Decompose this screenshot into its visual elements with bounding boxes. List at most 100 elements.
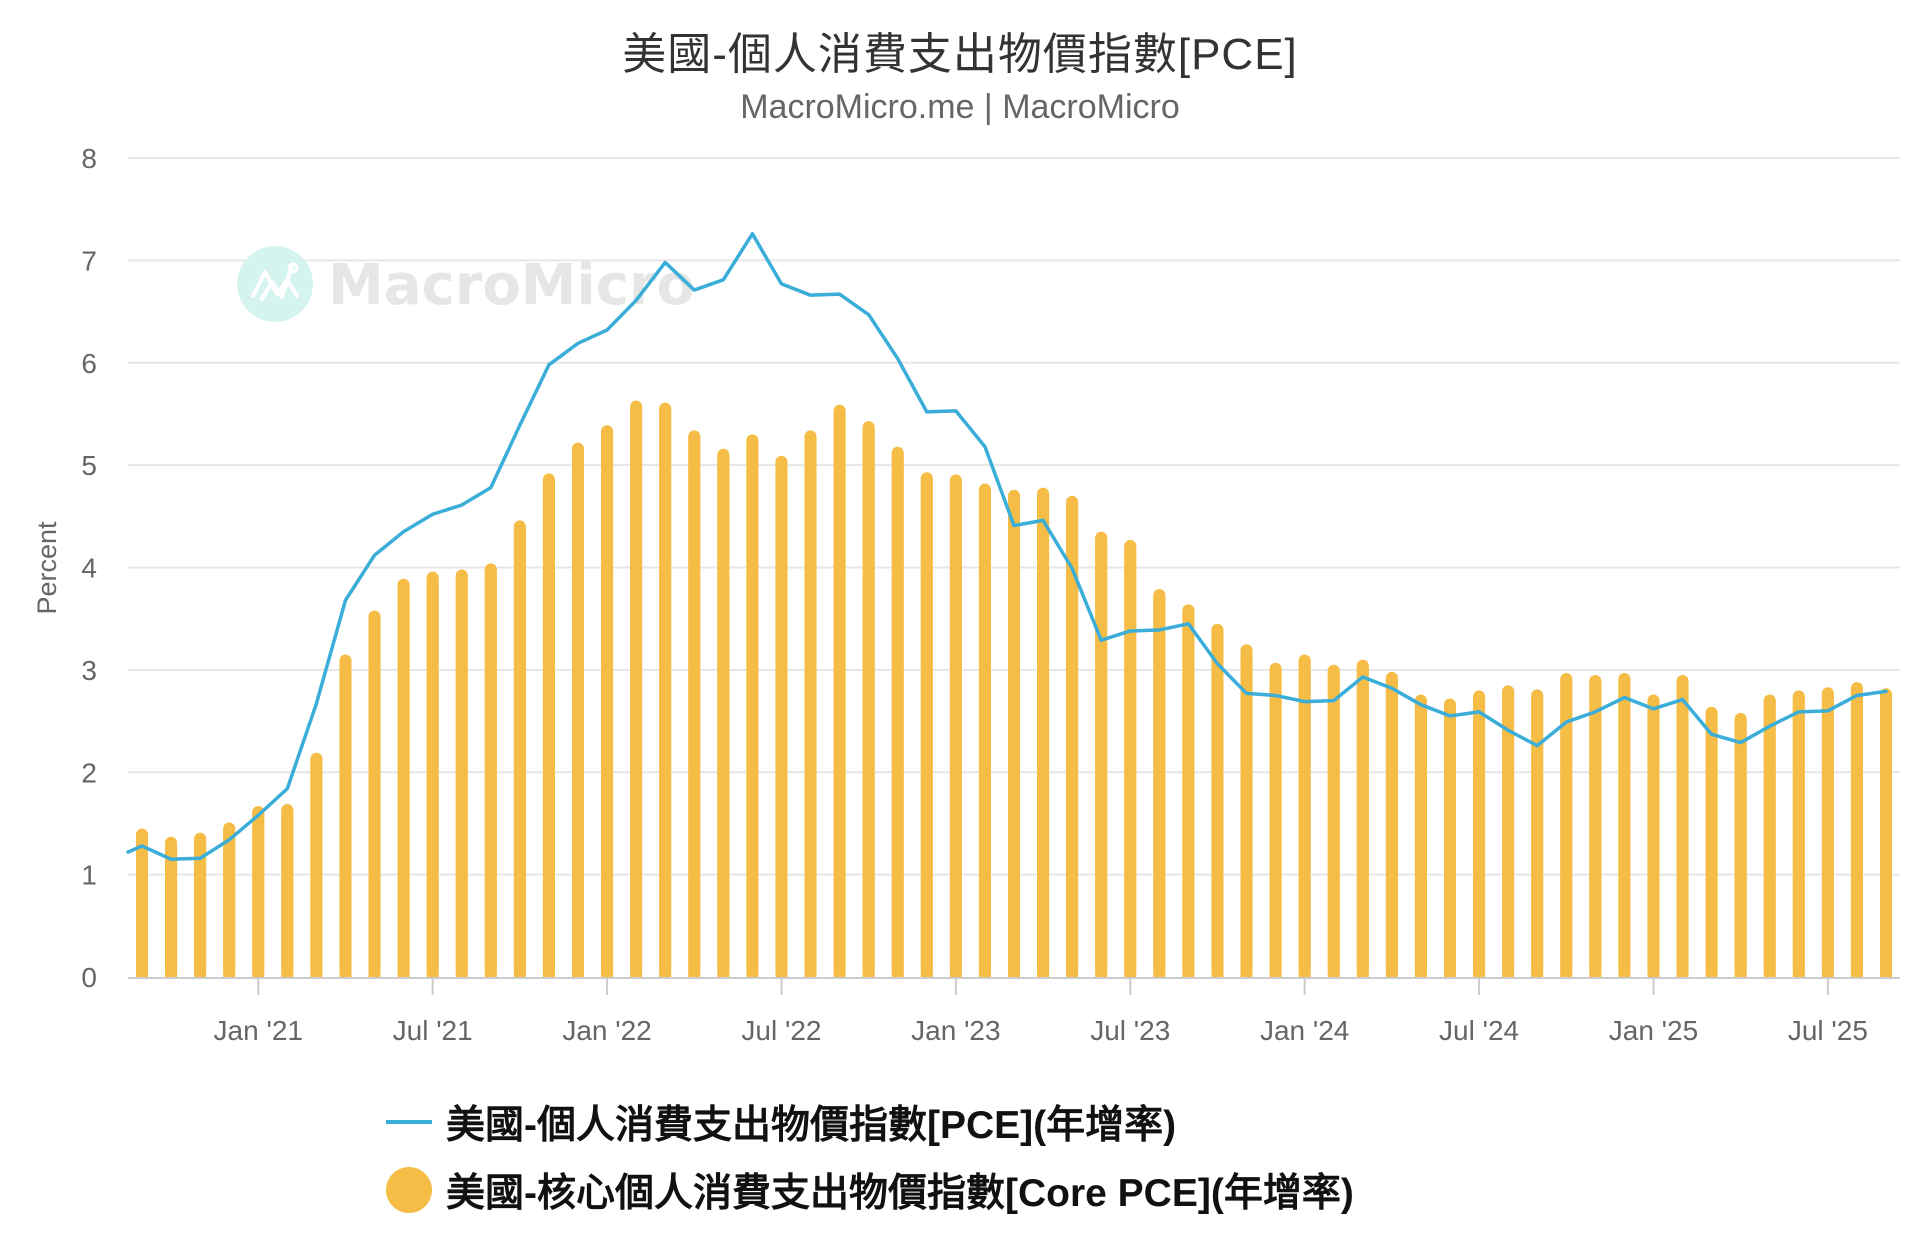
core-pce-bar-body [397, 584, 410, 977]
core-pce-bar-body [1589, 680, 1602, 977]
core-pce-bar-body [688, 436, 701, 977]
y-tick-label: 6 [81, 348, 97, 379]
x-tick-label: Jan '25 [1609, 1015, 1698, 1046]
core-pce-bar-body [1269, 668, 1282, 977]
core-pce-bar-body [1066, 501, 1079, 977]
core-pce-bar-body [1240, 650, 1253, 977]
y-tick-label: 8 [81, 143, 97, 174]
core-pce-bar-body [165, 842, 178, 977]
legend: 美國-個人消費支出物價指數[PCE](年增率) 美國-核心個人消費支出物價指數[… [386, 1088, 1354, 1224]
core-pce-bar-body [1792, 696, 1805, 977]
core-pce-bar-body [339, 660, 352, 977]
watermark: MacroMicro [237, 246, 695, 322]
core-pce-bar-body [1153, 594, 1166, 977]
core-pce-bar-body [1356, 665, 1369, 977]
core-pce-bar-body [426, 577, 439, 977]
y-axis-title: Percent [32, 521, 62, 615]
x-tick-label: Jul '24 [1439, 1015, 1519, 1046]
core-pce-bar-body [630, 406, 643, 977]
core-pce-bar-body [455, 575, 468, 977]
pce-line[interactable] [126, 232, 1888, 862]
chart-subtitle: MacroMicro.me | MacroMicro [740, 88, 1180, 126]
x-tick-label: Jan '24 [1260, 1015, 1349, 1046]
core-pce-bar-body [949, 480, 962, 977]
core-pce-bar-body [1647, 700, 1660, 977]
core-pce-bar-body [1385, 677, 1398, 977]
y-axis: 0 1 2 3 4 5 6 7 8 [81, 143, 97, 993]
core-pce-bar-body [1502, 691, 1515, 977]
core-pce-bar-body [775, 461, 788, 977]
y-tick-label: 5 [81, 450, 97, 481]
core-pce-bar-body [252, 812, 265, 977]
core-pce-bar-body [136, 834, 148, 977]
core-pce-bar-body [1618, 678, 1631, 977]
x-tick-label: Jul '21 [393, 1015, 473, 1046]
pce-line-path[interactable] [126, 232, 1888, 862]
core-pce-bar-body [1880, 694, 1892, 977]
logo-chart-glyph [251, 270, 299, 298]
core-pce-bar-body [1095, 537, 1108, 977]
y-tick-label: 4 [81, 553, 97, 584]
core-pce-bar-body [542, 479, 555, 977]
x-axis: Jan '21 Jul '21 Jan '22 Jul '22 Jan '23 Jul '… [128, 977, 1900, 1046]
core-pce-bar-body [1560, 678, 1573, 977]
core-pce-bar-body [1850, 688, 1863, 977]
core-pce-bar-body [601, 431, 614, 978]
core-pce-bar-body [1298, 660, 1311, 977]
core-pce-bar-body [1444, 704, 1456, 977]
core-pce-bar-body [1182, 610, 1195, 977]
core-pce-bar-body [804, 436, 817, 977]
core-pce-bar-body [1473, 696, 1486, 977]
watermark-text: MacroMicro [328, 253, 695, 318]
core-pce-bar-body [1414, 700, 1427, 977]
x-tick-label: Jul '22 [741, 1015, 821, 1046]
core-pce-bar-body [194, 838, 207, 977]
x-tick-label: Jan '21 [214, 1015, 303, 1046]
core-pce-bar-body [1763, 700, 1776, 977]
x-tick-label: Jan '23 [911, 1015, 1000, 1046]
core-pce-bar-body [862, 427, 875, 977]
chart-title: 美國-個人消費支出物價指數[PCE] [622, 30, 1298, 79]
core-pce-bar-body [1705, 712, 1718, 977]
core-pce-bars[interactable] [136, 400, 1892, 978]
core-pce-bar-body [310, 758, 323, 977]
core-pce-bar-body [281, 809, 294, 977]
core-pce-bar-body [746, 440, 759, 978]
x-tick-label: Jul '23 [1090, 1015, 1170, 1046]
x-tick-label: Jan '22 [562, 1015, 651, 1046]
core-pce-bar-body [484, 569, 497, 977]
legend-item-core-pce[interactable]: 美國-核心個人消費支出物價指數[Core PCE](年增率) [386, 1156, 1354, 1224]
core-pce-bar-body [368, 616, 381, 977]
core-pce-bar-body [891, 452, 904, 977]
logo-dot [287, 262, 299, 274]
legend-label-pce: 美國-個人消費支出物價指數[PCE](年增率) [446, 1104, 1177, 1147]
core-pce-bar-body [978, 489, 991, 977]
core-pce-bar-body [513, 526, 526, 977]
y-tick-label: 3 [81, 655, 97, 686]
core-pce-bar-body [659, 408, 672, 977]
core-pce-bar-body [1676, 680, 1689, 977]
legend-item-pce[interactable]: 美國-個人消費支出物價指數[PCE](年增率) [386, 1088, 1354, 1156]
core-pce-bar-body [1211, 629, 1224, 977]
line-symbol-icon [386, 1120, 432, 1124]
core-pce-bar-body [1821, 693, 1834, 977]
core-pce-bar-body [1008, 495, 1020, 977]
core-pce-bar-body [920, 478, 933, 977]
y-tick-label: 2 [81, 757, 97, 788]
core-pce-bar-body [717, 454, 730, 977]
core-pce-bar-body [1124, 545, 1137, 977]
core-pce-bar-body [833, 410, 846, 977]
y-tick-label: 7 [81, 245, 97, 276]
core-pce-bar-body [1734, 718, 1747, 977]
y-tick-label: 1 [81, 860, 97, 891]
core-pce-bar-body [1531, 695, 1544, 977]
core-pce-bar-body [223, 828, 236, 977]
x-tick-label: Jul '25 [1788, 1015, 1868, 1046]
dot-symbol-icon [386, 1167, 432, 1213]
core-pce-bar-body [1327, 670, 1340, 977]
core-pce-bar-body [1037, 493, 1050, 977]
y-tick-label: 0 [81, 962, 97, 993]
logo-chart-glyph-2 [260, 264, 294, 301]
core-pce-bar-body [572, 448, 584, 977]
